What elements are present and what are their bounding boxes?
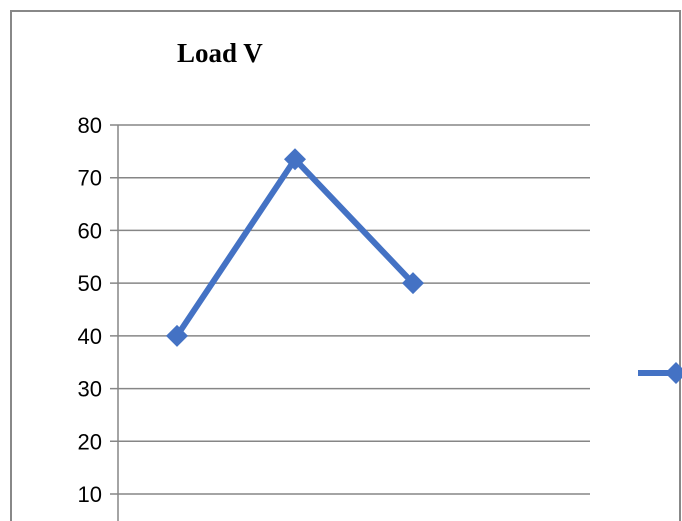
data-point-marker [166, 324, 188, 347]
grid-layer [110, 124, 590, 495]
chart-border [10, 10, 681, 521]
legend-marker [665, 362, 682, 384]
y-tick-label: 30 [78, 377, 102, 402]
chart-title: Load V [177, 38, 263, 68]
y-tick-label: 50 [78, 271, 102, 296]
y-tick-label: 20 [78, 429, 102, 454]
data-point-marker [284, 148, 306, 171]
series-layer [166, 148, 424, 347]
y-tick-label: 10 [78, 482, 102, 507]
y-tick-label: 70 [78, 166, 102, 191]
y-tick-label: 60 [78, 218, 102, 243]
y-tick-label: 40 [78, 324, 102, 349]
y-tick-label: 80 [78, 113, 102, 138]
data-point-marker [402, 272, 424, 295]
axis-layer: 10 20 30 40 50 60 70 80 [78, 113, 119, 521]
legend [638, 362, 682, 384]
